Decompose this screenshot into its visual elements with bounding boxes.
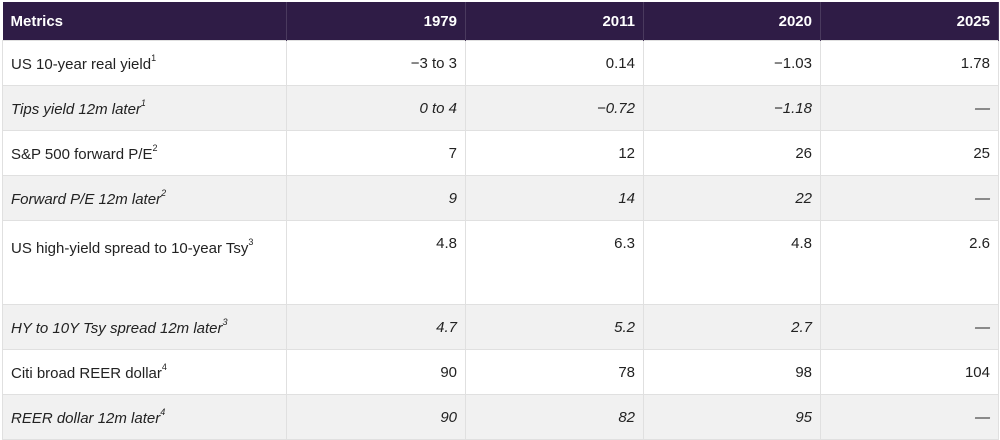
table-row: Tips yield 12m later1 0 to 4 −0.72 −1.18—: [2, 85, 999, 131]
value-cell: —: [820, 175, 999, 221]
metric-label: REER dollar 12m later: [11, 410, 161, 427]
footnote-marker: 4: [161, 362, 167, 372]
metric-label: US 10-year real yield: [11, 56, 152, 73]
footnote-marker: 3: [248, 237, 254, 247]
value-cell: 90: [286, 394, 466, 440]
table-row: US 10-year real yield1 −3 to 3 0.14 −1.03 1.…: [2, 40, 999, 86]
metric-cell: Tips yield 12m later1: [2, 85, 287, 131]
value-cell: 104: [820, 349, 999, 395]
value-cell: 6.3: [465, 220, 644, 305]
value-cell: 95: [643, 394, 821, 440]
value-cell: 2.6: [820, 220, 999, 305]
metric-label: S&P 500 forward P/E: [11, 146, 153, 163]
table-row: HY to 10Y Tsy spread 12m later3 4.7 5.2 2.7…: [2, 304, 999, 350]
metric-label: US high-yield spread to 10-year Tsy: [11, 240, 249, 257]
value-cell: —: [820, 394, 999, 440]
header-cell: 2025: [820, 2, 999, 41]
value-cell: 90: [286, 349, 466, 395]
metric-cell: Forward P/E 12m later2: [2, 175, 287, 221]
table-row: REER dollar 12m later4 90 82 95—: [2, 394, 999, 440]
header-cell: Metrics: [2, 2, 287, 41]
value-cell: 0.14: [465, 40, 644, 86]
metric-label: Forward P/E 12m later: [11, 191, 162, 208]
table-row: Citi broad REER dollar4 90 78 98 104: [2, 349, 999, 395]
table-row: US high-yield spread to 10-year Tsy3 4.8 6…: [2, 220, 999, 305]
metric-label: Tips yield 12m later: [11, 101, 141, 118]
header-cell: 2011: [465, 2, 644, 41]
metric-label: HY to 10Y Tsy spread 12m later: [11, 320, 223, 337]
metric-cell: S&P 500 forward P/E2: [2, 130, 287, 176]
table-body: US 10-year real yield1 −3 to 3 0.14 −1.03 1.…: [2, 40, 999, 440]
value-cell: 78: [465, 349, 644, 395]
footnote-marker: 3: [222, 317, 228, 327]
value-cell: 82: [465, 394, 644, 440]
value-cell: −3 to 3: [286, 40, 466, 86]
header-cell: 1979: [286, 2, 466, 41]
value-cell: 4.8: [643, 220, 821, 305]
value-cell: 4.7: [286, 304, 466, 350]
value-cell: 98: [643, 349, 821, 395]
table-row: S&P 500 forward P/E2 7 12 26 25: [2, 130, 999, 176]
footnote-marker: 2: [161, 188, 167, 198]
value-cell: 0 to 4: [286, 85, 466, 131]
value-cell: 1.78: [820, 40, 999, 86]
footnote-marker: 2: [152, 143, 158, 153]
metric-cell: US 10-year real yield1: [2, 40, 287, 86]
value-cell: −1.18: [643, 85, 821, 131]
value-cell: 9: [286, 175, 466, 221]
value-cell: 7: [286, 130, 466, 176]
table-head: Metrics 1979 2011 2020 2025: [2, 2, 999, 41]
value-cell: 5.2: [465, 304, 644, 350]
footnote-marker: 1: [151, 53, 157, 63]
footnote-marker: 4: [160, 407, 166, 417]
header-cell: 2020: [643, 2, 821, 41]
metric-label: Citi broad REER dollar: [11, 365, 162, 382]
value-cell: −0.72: [465, 85, 644, 131]
header-row: Metrics 1979 2011 2020 2025: [2, 2, 999, 41]
value-cell: −1.03: [643, 40, 821, 86]
value-cell: 2.7: [643, 304, 821, 350]
metric-cell: REER dollar 12m later4: [2, 394, 287, 440]
metric-cell: HY to 10Y Tsy spread 12m later3: [2, 304, 287, 350]
value-cell: —: [820, 85, 999, 131]
value-cell: 12: [465, 130, 644, 176]
value-cell: 14: [465, 175, 644, 221]
metric-cell: US high-yield spread to 10-year Tsy3: [2, 220, 287, 305]
value-cell: 25: [820, 130, 999, 176]
value-cell: —: [820, 304, 999, 350]
value-cell: 4.8: [286, 220, 466, 305]
metric-cell: Citi broad REER dollar4: [2, 349, 287, 395]
footnote-marker: 1: [140, 98, 146, 108]
value-cell: 26: [643, 130, 821, 176]
value-cell: 22: [643, 175, 821, 221]
table-row: Forward P/E 12m later2 9 14 22—: [2, 175, 999, 221]
